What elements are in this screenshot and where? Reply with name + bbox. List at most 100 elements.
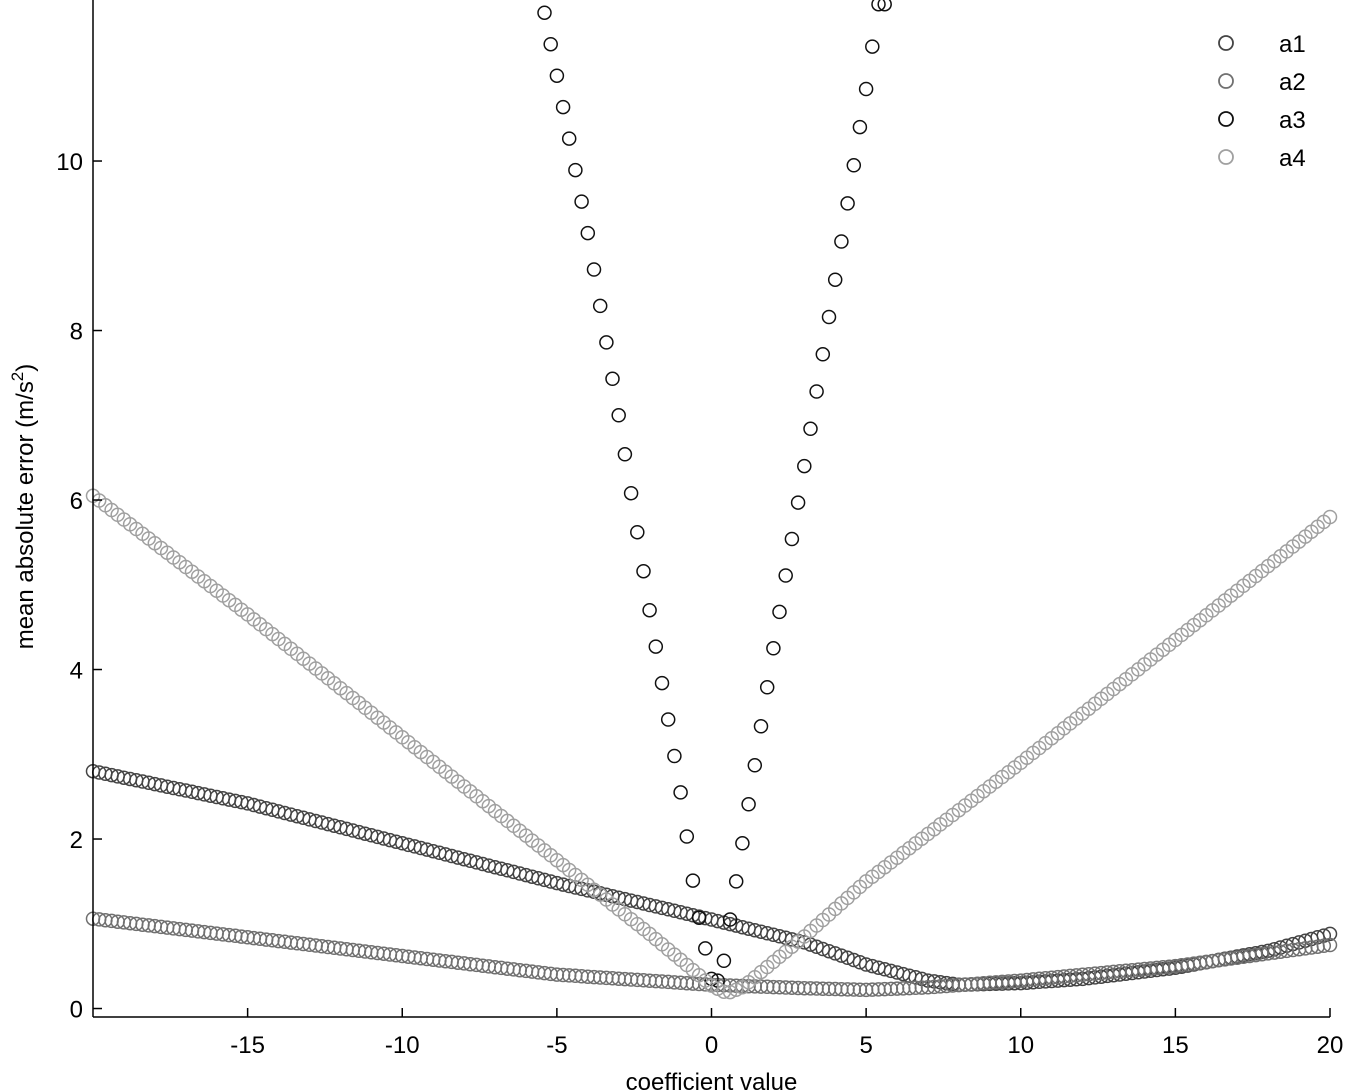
x-tick-label: 20 xyxy=(1317,1032,1344,1059)
data-point-a3 xyxy=(623,485,639,501)
series-a1 xyxy=(85,763,1338,993)
data-point-a3 xyxy=(568,162,583,178)
y-ticks: 0 2 4 6 8 10 xyxy=(56,149,102,1024)
data-point-a4 xyxy=(722,984,738,1000)
data-point-a1 xyxy=(834,948,849,963)
y-axis-label-main: mean absolute error (m/s xyxy=(12,381,39,649)
y-tick-label: 4 xyxy=(70,658,83,685)
y-axis-label: mean absolute error (m/s2) xyxy=(8,364,39,650)
legend-label-a1: a1 xyxy=(1279,31,1306,58)
x-tick-label: -5 xyxy=(546,1032,567,1059)
axes xyxy=(92,0,1330,1018)
y-tick-label: 8 xyxy=(70,319,83,346)
data-point-a3 xyxy=(660,712,676,727)
legend-label-a2: a2 xyxy=(1279,69,1306,96)
data-point-a3 xyxy=(722,912,738,927)
data-point-a3 xyxy=(642,602,657,618)
data-point-a3 xyxy=(605,371,620,387)
data-point-a3 xyxy=(580,225,596,241)
legend-marker-a3 xyxy=(1218,111,1234,127)
data-point-a4 xyxy=(1322,509,1338,525)
legend-marker-a4 xyxy=(1218,149,1234,165)
data-point-a3 xyxy=(673,785,688,800)
y-tick-label: 2 xyxy=(70,827,83,854)
data-point-a1 xyxy=(827,946,843,961)
data-point-a3 xyxy=(772,604,787,620)
x-tick-label: -15 xyxy=(230,1032,265,1059)
legend-marker-a1 xyxy=(1218,35,1234,51)
data-point-a3 xyxy=(846,158,862,173)
data-point-a2 xyxy=(1316,938,1332,954)
data-point-a3 xyxy=(778,568,793,583)
x-ticks: -15 -10 -5 0 5 10 15 20 xyxy=(230,1008,1343,1059)
x-axis-label: coefficient value xyxy=(626,1069,798,1092)
legend-label-a4: a4 xyxy=(1279,145,1306,172)
series-a3 xyxy=(537,0,892,988)
data-point-a1 xyxy=(809,939,824,955)
data-point-a3 xyxy=(821,309,837,325)
data-point-a3 xyxy=(728,874,744,889)
data-point-a3 xyxy=(735,836,750,851)
data-point-a3 xyxy=(809,384,824,399)
x-tick-label: 15 xyxy=(1162,1032,1189,1059)
data-point-a3 xyxy=(561,131,577,146)
data-point-a3 xyxy=(840,196,855,211)
data-point-a3 xyxy=(630,524,645,540)
data-point-a3 xyxy=(741,797,756,812)
y-axis-label-superscript: 2 xyxy=(8,372,27,381)
series-a4 xyxy=(85,488,1338,1000)
data-point-a3 xyxy=(679,829,695,844)
data-point-a3 xyxy=(827,272,843,287)
data-point-a3 xyxy=(747,758,763,773)
data-point-a3 xyxy=(753,719,769,734)
data-point-a3 xyxy=(617,447,633,462)
data-point-a3 xyxy=(611,408,626,423)
data-point-a1 xyxy=(797,935,812,950)
data-point-a3 xyxy=(766,641,781,656)
data-point-a3 xyxy=(586,262,602,277)
legend-label-a3: a3 xyxy=(1279,107,1306,134)
legend: a1 a2 a3 a4 xyxy=(1218,31,1306,172)
data-point-a3 xyxy=(759,680,775,695)
data-point-a1 xyxy=(846,952,862,968)
x-tick-label: 0 xyxy=(705,1032,718,1059)
data-point-a3 xyxy=(599,335,614,350)
x-tick-label: 5 xyxy=(859,1032,872,1059)
data-point-a3 xyxy=(784,531,800,547)
data-point-a3 xyxy=(803,421,818,437)
data-point-a3 xyxy=(871,0,886,12)
x-tick-label: 10 xyxy=(1007,1032,1034,1059)
data-point-a3 xyxy=(667,748,682,764)
data-point-a1 xyxy=(840,950,855,966)
legend-marker-a2 xyxy=(1218,73,1234,89)
data-point-a1 xyxy=(821,943,837,959)
data-point-a1 xyxy=(815,941,831,957)
data-point-a3 xyxy=(698,941,713,956)
y-tick-label: 6 xyxy=(70,488,83,515)
data-point-a3 xyxy=(685,873,701,888)
plot-area xyxy=(85,0,1338,1000)
data-point-a3 xyxy=(815,347,831,362)
data-point-a3 xyxy=(648,639,664,654)
data-point-a3 xyxy=(834,234,849,249)
data-point-a3 xyxy=(654,675,670,691)
data-point-a3 xyxy=(537,5,552,20)
data-point-a3 xyxy=(636,563,651,579)
data-point-a3 xyxy=(790,495,806,510)
data-point-a3 xyxy=(852,119,868,135)
data-point-a3 xyxy=(858,81,874,97)
data-point-a3 xyxy=(877,0,892,12)
y-axis-label-close: ) xyxy=(12,364,39,372)
data-point-a3 xyxy=(549,68,565,83)
data-point-a3 xyxy=(691,910,707,926)
data-point-a3 xyxy=(543,36,558,52)
data-point-a4 xyxy=(728,982,744,997)
data-point-a3 xyxy=(574,194,589,209)
x-tick-label: -10 xyxy=(385,1032,420,1059)
data-point-a3 xyxy=(716,953,732,969)
y-tick-label: 10 xyxy=(56,149,83,176)
series-a2 xyxy=(85,911,1338,998)
data-point-a3 xyxy=(865,39,880,54)
data-point-a1 xyxy=(1322,926,1338,942)
